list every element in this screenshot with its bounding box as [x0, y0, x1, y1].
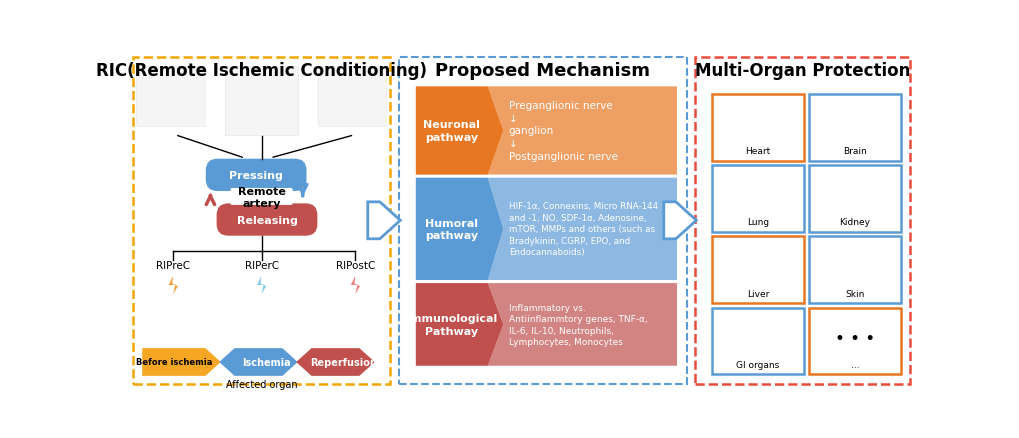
- FancyBboxPatch shape: [137, 67, 205, 127]
- FancyBboxPatch shape: [730, 179, 785, 216]
- Text: Humoral
pathway: Humoral pathway: [425, 218, 478, 240]
- Polygon shape: [416, 283, 503, 366]
- Text: Remote
artery: Remote artery: [237, 187, 285, 208]
- FancyBboxPatch shape: [730, 250, 785, 287]
- Text: Reperfusion: Reperfusion: [310, 357, 376, 367]
- Polygon shape: [487, 283, 677, 366]
- Polygon shape: [351, 276, 360, 295]
- Bar: [808, 308, 900, 374]
- Bar: [694, 58, 909, 384]
- Polygon shape: [142, 348, 220, 376]
- Polygon shape: [416, 178, 503, 280]
- Text: • • •: • • •: [834, 329, 874, 347]
- FancyBboxPatch shape: [826, 179, 881, 216]
- Polygon shape: [663, 202, 696, 239]
- Text: Liver: Liver: [746, 289, 768, 298]
- Text: Heart: Heart: [745, 147, 769, 156]
- Text: Multi-Organ Protection: Multi-Organ Protection: [694, 62, 909, 80]
- Text: RIPreC: RIPreC: [156, 261, 191, 271]
- Bar: [808, 166, 900, 232]
- FancyBboxPatch shape: [206, 159, 307, 191]
- Text: RIC(Remote Ischemic Conditioning): RIC(Remote Ischemic Conditioning): [96, 62, 427, 80]
- Text: RIPerC: RIPerC: [245, 261, 278, 271]
- Polygon shape: [416, 87, 503, 175]
- Text: Neuronal
pathway: Neuronal pathway: [423, 120, 480, 142]
- Bar: [711, 237, 803, 304]
- Text: HIF-1α, Connexins, Micro RNA-144
and -1, NO, SDF-1α, Adenosine,
mTOR, MMPs and o: HIF-1α, Connexins, Micro RNA-144 and -1,…: [508, 202, 657, 257]
- FancyBboxPatch shape: [318, 67, 386, 127]
- Text: Preganglionic nerve
↓
ganglion
↓
Postganglionic nerve: Preganglionic nerve ↓ ganglion ↓ Postgan…: [508, 101, 618, 162]
- Text: Affected organ: Affected organ: [225, 379, 298, 389]
- Text: Pressing: Pressing: [229, 170, 283, 180]
- FancyBboxPatch shape: [826, 250, 881, 287]
- Text: Brain: Brain: [842, 147, 866, 156]
- Text: Inflammatory vs.
Antiinflammtory genes, TNF-α,
IL-6, IL-10, Neutrophils,
Lymphoc: Inflammatory vs. Antiinflammtory genes, …: [508, 303, 647, 346]
- FancyBboxPatch shape: [730, 108, 785, 145]
- Text: Kidney: Kidney: [839, 218, 869, 227]
- Bar: [808, 95, 900, 161]
- Text: GI organs: GI organs: [736, 360, 779, 369]
- Bar: [711, 308, 803, 374]
- Bar: [711, 95, 803, 161]
- Text: ...: ...: [850, 360, 858, 369]
- Polygon shape: [487, 178, 677, 280]
- Polygon shape: [296, 348, 374, 376]
- FancyBboxPatch shape: [230, 188, 292, 205]
- Bar: [398, 58, 687, 384]
- FancyBboxPatch shape: [216, 204, 317, 236]
- Text: Skin: Skin: [845, 289, 864, 298]
- Polygon shape: [368, 202, 399, 239]
- Bar: [711, 166, 803, 232]
- Text: Lung: Lung: [746, 218, 768, 227]
- Text: Proposed Mechanism: Proposed Mechanism: [435, 62, 650, 80]
- Text: Immunological
Pathway: Immunological Pathway: [406, 314, 497, 336]
- FancyBboxPatch shape: [225, 67, 299, 136]
- Text: Releasing: Releasing: [236, 215, 298, 225]
- Text: RIPostC: RIPostC: [335, 261, 375, 271]
- Bar: [808, 237, 900, 304]
- Text: Before ischemia: Before ischemia: [136, 358, 212, 367]
- Polygon shape: [168, 276, 177, 295]
- Polygon shape: [219, 348, 298, 376]
- Text: Ischemia: Ischemia: [242, 357, 290, 367]
- Polygon shape: [487, 87, 677, 175]
- FancyBboxPatch shape: [826, 108, 881, 145]
- FancyBboxPatch shape: [730, 321, 785, 358]
- Bar: [132, 58, 390, 384]
- Polygon shape: [257, 276, 266, 295]
